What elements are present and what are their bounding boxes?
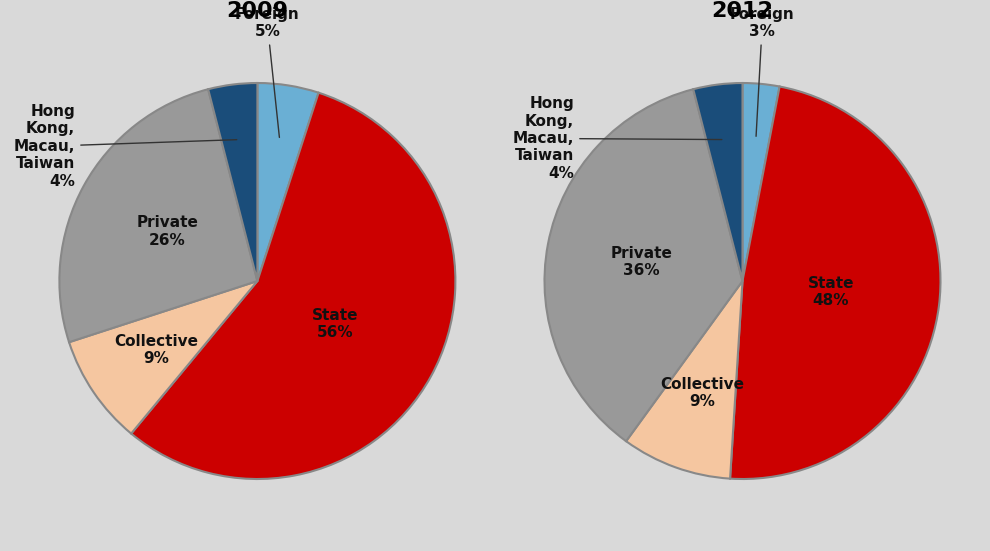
Text: State
48%: State 48% bbox=[808, 276, 854, 309]
Title: 2012: 2012 bbox=[712, 1, 773, 21]
Text: Foreign
5%: Foreign 5% bbox=[235, 7, 300, 137]
Wedge shape bbox=[257, 83, 319, 281]
Text: Hong
Kong,
Macau,
Taiwan
4%: Hong Kong, Macau, Taiwan 4% bbox=[513, 96, 722, 181]
Wedge shape bbox=[730, 87, 940, 479]
Wedge shape bbox=[693, 83, 742, 281]
Wedge shape bbox=[132, 93, 455, 479]
Wedge shape bbox=[59, 89, 257, 342]
Text: State
56%: State 56% bbox=[312, 308, 358, 340]
Text: Private
36%: Private 36% bbox=[611, 246, 672, 278]
Text: Hong
Kong,
Macau,
Taiwan
4%: Hong Kong, Macau, Taiwan 4% bbox=[14, 104, 237, 188]
Title: 2009: 2009 bbox=[227, 1, 288, 21]
Text: Collective
9%: Collective 9% bbox=[114, 334, 198, 366]
Wedge shape bbox=[626, 281, 742, 479]
Wedge shape bbox=[69, 281, 257, 434]
Text: Foreign
3%: Foreign 3% bbox=[730, 7, 795, 136]
Wedge shape bbox=[544, 89, 742, 441]
Wedge shape bbox=[742, 83, 779, 281]
Wedge shape bbox=[208, 83, 257, 281]
Text: Collective
9%: Collective 9% bbox=[660, 376, 744, 409]
Text: Private
26%: Private 26% bbox=[137, 215, 198, 247]
